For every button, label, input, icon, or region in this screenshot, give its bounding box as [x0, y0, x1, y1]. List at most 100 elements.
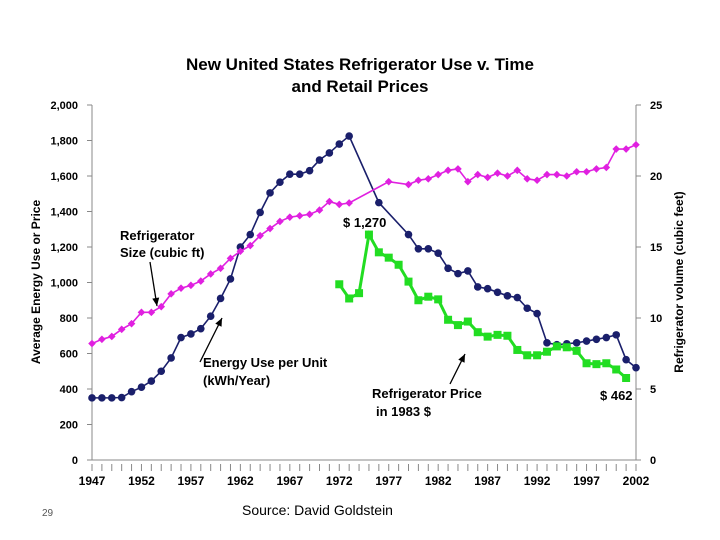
data-point-size: [345, 199, 353, 207]
data-point-size: [454, 165, 462, 173]
energy-label-line-2: (kWh/Year): [203, 373, 270, 388]
data-point-size: [592, 165, 601, 173]
data-point-energy: [572, 339, 581, 347]
data-point-size: [107, 332, 116, 341]
data-point-size: [424, 175, 433, 183]
data-point-size: [622, 145, 630, 153]
data-point-size: [286, 213, 294, 221]
left-tick-label: 200: [60, 420, 78, 432]
data-point-price: [622, 373, 631, 382]
data-point-energy: [335, 140, 344, 148]
data-point-size: [483, 173, 492, 182]
data-point-energy: [503, 292, 512, 300]
data-point-size: [167, 290, 175, 298]
x-tick-label: 1972: [326, 474, 353, 488]
data-point-size: [523, 175, 531, 183]
right-tick-label: 10: [650, 313, 662, 325]
data-point-price: [562, 343, 571, 352]
data-point-energy: [533, 309, 541, 318]
data-point-size: [197, 277, 205, 285]
data-point-energy: [88, 394, 96, 402]
data-point-size: [117, 325, 126, 334]
data-point-energy: [137, 383, 146, 392]
chart-title-line-1: New United States Refrigerator Use v. Ti…: [186, 55, 534, 74]
x-tick-label: 1977: [375, 474, 402, 488]
data-point-size: [177, 284, 185, 292]
data-point-size: [602, 163, 611, 172]
data-point-size: [127, 319, 136, 328]
left-axis-title: Average Energy Use or Price: [29, 200, 43, 365]
price-max-label: $ 1,270: [343, 215, 386, 230]
data-point-price: [384, 253, 393, 262]
data-point-energy: [454, 269, 462, 278]
data-point-energy: [197, 324, 205, 333]
data-point-price: [493, 330, 502, 339]
data-point-size: [276, 217, 284, 226]
data-point-size: [335, 200, 344, 209]
data-point-size: [493, 169, 502, 177]
data-point-energy: [483, 284, 492, 293]
data-point-size: [305, 210, 314, 219]
data-point-size: [473, 170, 482, 179]
data-point-price: [364, 230, 373, 239]
data-point-energy: [325, 149, 334, 157]
data-point-price: [335, 280, 344, 289]
data-point-price: [533, 351, 542, 360]
data-point-size: [266, 224, 274, 233]
data-point-size: [404, 180, 413, 189]
x-tick-label: 1967: [276, 474, 303, 488]
data-point-size: [236, 247, 245, 256]
energy-arrow-head: [215, 318, 222, 327]
size-label-line-1: Refrigerator: [120, 228, 194, 243]
x-tick-label: 2002: [623, 474, 650, 488]
data-point-energy: [345, 132, 353, 140]
data-point-energy: [246, 230, 255, 239]
data-point-energy: [187, 330, 195, 338]
data-point-energy: [286, 170, 294, 179]
data-point-energy: [216, 294, 225, 303]
data-point-energy: [632, 363, 640, 372]
data-point-size: [513, 166, 522, 175]
data-point-energy: [592, 335, 601, 344]
chart-title-line-2: and Retail Prices: [291, 77, 429, 96]
data-point-size: [295, 211, 304, 220]
data-point-size: [88, 339, 96, 348]
data-point-energy: [295, 170, 304, 179]
size-arrow-head: [152, 297, 160, 306]
data-point-size: [98, 335, 106, 344]
data-point-price: [444, 315, 453, 324]
data-point-energy: [107, 394, 116, 402]
left-tick-label: 1,800: [50, 136, 78, 148]
data-point-energy: [147, 377, 156, 385]
data-point-size: [434, 170, 442, 179]
left-tick-label: 400: [60, 384, 78, 396]
right-axis-title: Refrigerator volume (cubic feet): [672, 191, 686, 372]
data-point-energy: [127, 387, 136, 396]
data-point-energy: [622, 355, 630, 364]
data-point-price: [483, 332, 492, 341]
right-tick-label: 5: [650, 384, 656, 396]
price-min-label: $ 462: [600, 388, 633, 403]
data-point-price: [453, 321, 462, 330]
data-point-size: [533, 176, 541, 185]
left-tick-label: 1,600: [50, 171, 78, 183]
right-tick-label: 15: [650, 242, 662, 254]
data-point-size: [157, 302, 166, 311]
data-point-size: [562, 172, 571, 180]
data-point-size: [147, 308, 156, 317]
x-tick-label: 1962: [227, 474, 254, 488]
x-tick-label: 1947: [79, 474, 106, 488]
left-tick-label: 2,000: [50, 100, 78, 112]
left-tick-label: 1,400: [50, 207, 78, 219]
size-label-line-2: Size (cubic ft): [120, 245, 205, 260]
data-point-price: [612, 365, 621, 374]
data-point-price: [394, 260, 403, 269]
left-tick-label: 0: [72, 455, 78, 467]
data-point-energy: [414, 244, 423, 253]
data-point-size: [464, 177, 472, 186]
data-point-price: [374, 248, 383, 257]
data-point-energy: [375, 198, 383, 207]
page-number: 29: [42, 508, 54, 519]
x-tick-label: 1982: [425, 474, 452, 488]
